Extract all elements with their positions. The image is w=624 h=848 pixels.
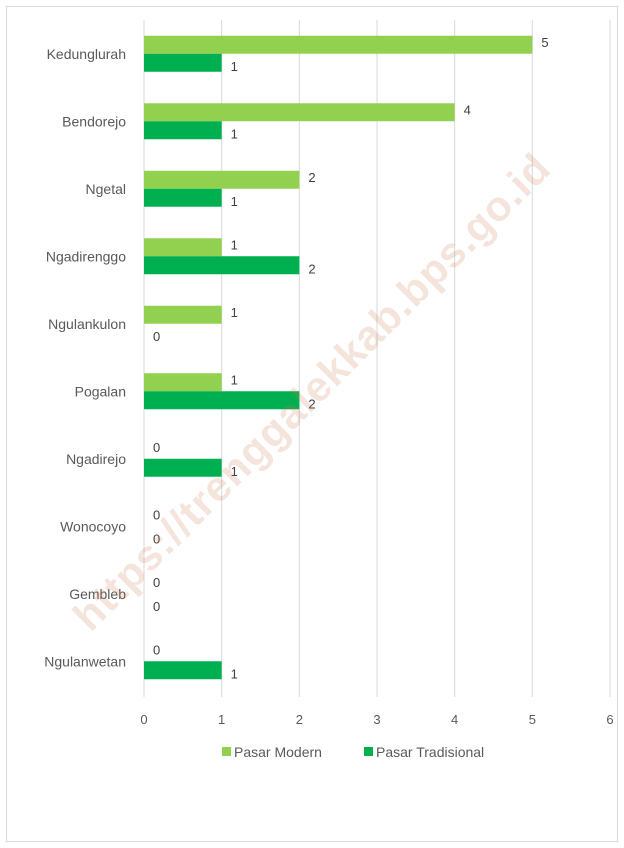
data-label: 2 bbox=[308, 261, 315, 276]
bar-pasar-modern bbox=[144, 103, 455, 122]
x-tick-label: 6 bbox=[606, 712, 613, 727]
bar-pasar-modern bbox=[144, 238, 222, 257]
category-label: Pogalan bbox=[75, 383, 126, 399]
category-label: Ngetal bbox=[86, 181, 126, 197]
category-label: Gembleb bbox=[69, 586, 126, 602]
data-label: 1 bbox=[231, 372, 238, 387]
category-label: Wonocoyo bbox=[60, 518, 126, 534]
bar-pasar-modern bbox=[144, 373, 222, 392]
bar-pasar-tradisional bbox=[144, 661, 222, 680]
data-label: 1 bbox=[231, 464, 238, 479]
bar-pasar-tradisional bbox=[144, 256, 300, 275]
data-label: 5 bbox=[541, 35, 548, 50]
category-label: Kedunglurah bbox=[47, 46, 126, 62]
bar-pasar-tradisional bbox=[144, 391, 300, 410]
bar-pasar-modern bbox=[144, 305, 222, 324]
chart-frame bbox=[6, 6, 618, 842]
bar-pasar-tradisional bbox=[144, 121, 222, 140]
data-label: 0 bbox=[153, 329, 160, 344]
bar-pasar-tradisional bbox=[144, 53, 222, 72]
data-label: 4 bbox=[464, 102, 471, 117]
category-label: Ngadirejo bbox=[66, 451, 126, 467]
data-label: 1 bbox=[231, 59, 238, 74]
x-tick-label: 4 bbox=[451, 712, 458, 727]
x-tick-label: 2 bbox=[296, 712, 303, 727]
data-label: 2 bbox=[308, 396, 315, 411]
x-tick-label: 5 bbox=[529, 712, 536, 727]
data-label: 0 bbox=[153, 531, 160, 546]
legend-swatch bbox=[364, 747, 373, 756]
bar-pasar-modern bbox=[144, 170, 300, 189]
category-label: Ngadirenggo bbox=[46, 248, 126, 264]
bar-pasar-modern bbox=[144, 35, 533, 54]
data-label: 0 bbox=[153, 599, 160, 614]
data-label: 1 bbox=[231, 666, 238, 681]
x-tick-label: 3 bbox=[373, 712, 380, 727]
data-label: 1 bbox=[231, 305, 238, 320]
category-label: Ngulanwetan bbox=[44, 653, 126, 669]
data-label: 1 bbox=[231, 237, 238, 252]
data-label: 1 bbox=[231, 194, 238, 209]
data-label: 0 bbox=[153, 507, 160, 522]
bar-pasar-tradisional bbox=[144, 188, 222, 207]
data-label: 0 bbox=[153, 642, 160, 657]
x-tick-label: 0 bbox=[140, 712, 147, 727]
category-label: Bendorejo bbox=[62, 113, 126, 129]
data-label: 1 bbox=[231, 126, 238, 141]
data-label: 0 bbox=[153, 575, 160, 590]
data-label: 2 bbox=[308, 170, 315, 185]
x-tick-label: 1 bbox=[218, 712, 225, 727]
bar-pasar-tradisional bbox=[144, 458, 222, 477]
legend-label: Pasar Modern bbox=[234, 744, 322, 760]
legend-swatch bbox=[222, 747, 231, 756]
data-label: 0 bbox=[153, 440, 160, 455]
legend-label: Pasar Tradisional bbox=[376, 744, 484, 760]
category-label: Ngulankulon bbox=[48, 316, 126, 332]
